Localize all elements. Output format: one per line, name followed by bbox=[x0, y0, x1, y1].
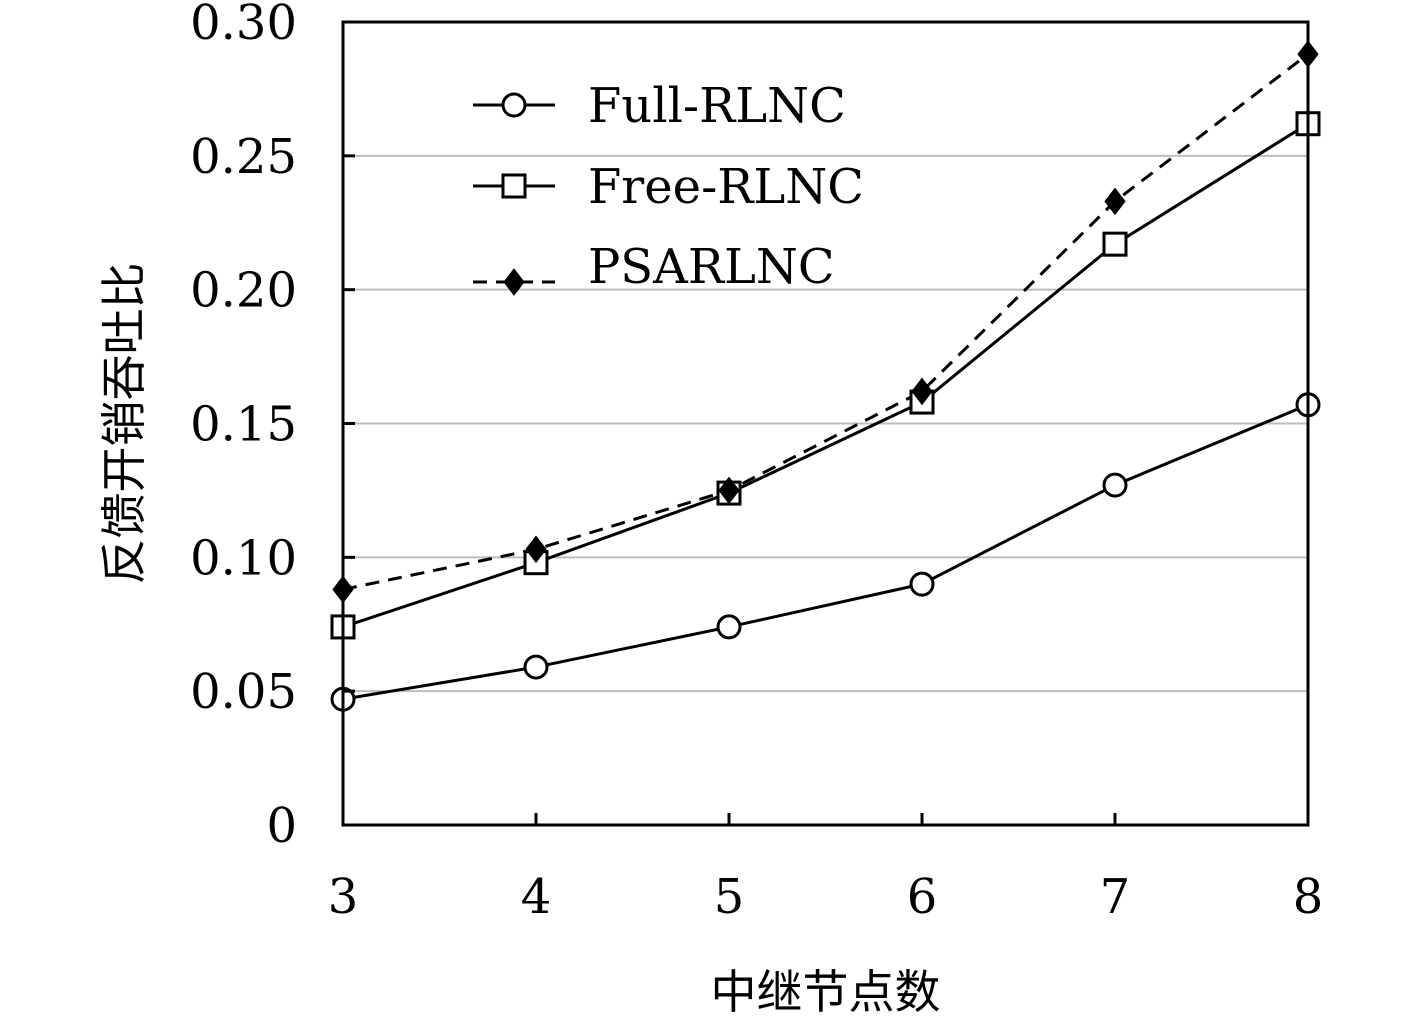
marker-full-rlnc bbox=[523, 654, 549, 680]
y-axis-title: 反馈开销吞吐比 bbox=[97, 263, 151, 585]
y-tick-label: 0.15 bbox=[190, 397, 297, 453]
legend-label-free-rlnc: Free-RLNC bbox=[588, 159, 864, 215]
marker-full-rlnc bbox=[909, 571, 935, 597]
marker-full-rlnc bbox=[716, 614, 742, 640]
legend-label-psarlnc: PSARLNC bbox=[588, 239, 835, 295]
marker-full-rlnc bbox=[1102, 472, 1128, 498]
series-lines bbox=[342, 52, 1309, 701]
legend: Full-RLNC Free-RLNC PSARLNC bbox=[473, 78, 864, 296]
marker-legend-full-rlnc bbox=[501, 92, 527, 118]
x-tick-label: 5 bbox=[714, 869, 745, 925]
marker-legend-psarlnc bbox=[503, 268, 525, 296]
x-tick-label: 8 bbox=[1293, 869, 1324, 925]
series-line-free-rlnc bbox=[342, 122, 1309, 629]
y-tick-label: 0 bbox=[266, 798, 297, 854]
x-axis-ticks: 3 4 5 6 7 8 bbox=[328, 813, 1324, 925]
y-tick-label: 0.05 bbox=[190, 664, 297, 720]
marker-free-rlnc bbox=[1102, 231, 1128, 257]
series-line-full-rlnc bbox=[342, 403, 1309, 701]
y-axis-ticks: 0 0.05 0.10 0.15 0.20 0.25 0.30 bbox=[190, 0, 355, 854]
y-tick-label: 0.20 bbox=[190, 263, 297, 319]
x-tick-label: 6 bbox=[907, 869, 938, 925]
x-tick-label: 7 bbox=[1100, 869, 1131, 925]
x-axis-title: 中继节点数 bbox=[711, 965, 941, 1019]
y-tick-label: 0.25 bbox=[190, 129, 297, 185]
y-tick-label: 0.30 bbox=[190, 0, 297, 51]
y-tick-label: 0.10 bbox=[190, 530, 297, 586]
marker-psarlnc bbox=[525, 535, 547, 564]
marker-psarlnc bbox=[1104, 187, 1126, 216]
grid-lines bbox=[343, 154, 1308, 693]
marker-psarlnc bbox=[718, 476, 740, 505]
series-line-psarlnc bbox=[342, 52, 1309, 591]
x-tick-label: 3 bbox=[328, 869, 359, 925]
x-tick-label: 4 bbox=[521, 869, 552, 925]
legend-label-full-rlnc: Full-RLNC bbox=[588, 78, 846, 134]
series-markers bbox=[330, 40, 1321, 712]
marker-psarlnc bbox=[911, 377, 933, 406]
marker-legend-free-rlnc bbox=[501, 173, 527, 199]
